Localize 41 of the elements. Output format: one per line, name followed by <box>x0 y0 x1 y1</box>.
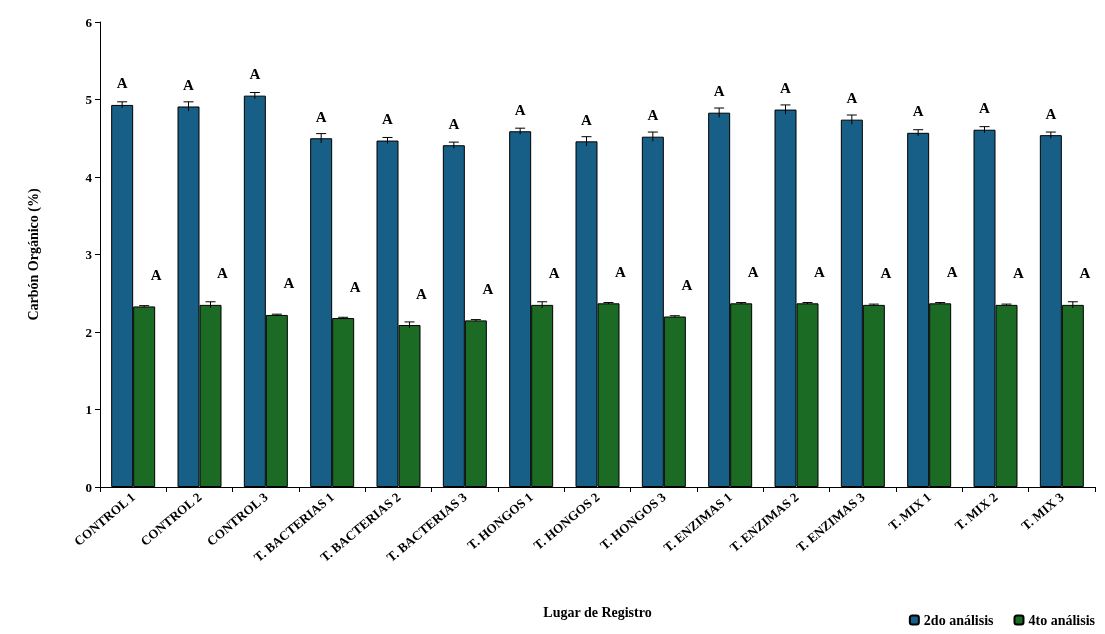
y-tick-label: 3 <box>85 247 93 262</box>
data-label: A <box>548 265 560 282</box>
data-label: A <box>880 265 892 282</box>
data-label: A <box>283 275 295 292</box>
y-axis-title: Carbón Orgánico (%) <box>25 188 42 321</box>
data-label: A <box>416 285 428 302</box>
data-label: A <box>946 263 958 280</box>
y-tick-label: 6 <box>85 14 93 30</box>
data-label: A <box>581 111 593 128</box>
data-label: A <box>1013 265 1025 282</box>
data-label: A <box>912 103 924 120</box>
x-axis-title: Lugar de Registro <box>543 604 652 620</box>
data-label: A <box>217 265 229 282</box>
legend-label: 2do análisis <box>923 612 995 628</box>
data-label: A <box>747 263 759 280</box>
data-label: A <box>448 115 460 132</box>
y-tick-label: 1 <box>85 402 92 417</box>
data-label: A <box>814 263 826 280</box>
data-label: A <box>681 277 693 293</box>
legend-label: 4to análisis <box>1028 612 1096 628</box>
data-label: A <box>482 280 494 297</box>
data-label: A <box>514 101 526 118</box>
data-label: A <box>846 90 858 107</box>
data-label: A <box>979 100 991 117</box>
data-label: A <box>349 278 361 295</box>
y-tick-label: 0 <box>85 479 92 495</box>
data-label: A <box>116 75 128 92</box>
y-tick-label: 2 <box>85 324 92 340</box>
data-label: A <box>647 107 659 124</box>
y-tick-label: 4 <box>85 169 93 185</box>
data-label: A <box>1079 265 1091 282</box>
data-label: A <box>1045 105 1057 122</box>
data-label: A <box>382 111 394 128</box>
data-label: A <box>780 80 792 97</box>
data-label: A <box>615 263 627 280</box>
data-label: A <box>249 66 261 83</box>
data-label: A <box>713 83 725 100</box>
data-label: A <box>183 76 195 93</box>
data-label: A <box>315 108 327 125</box>
data-label: A <box>150 266 162 283</box>
y-tick-label: 5 <box>85 92 93 107</box>
